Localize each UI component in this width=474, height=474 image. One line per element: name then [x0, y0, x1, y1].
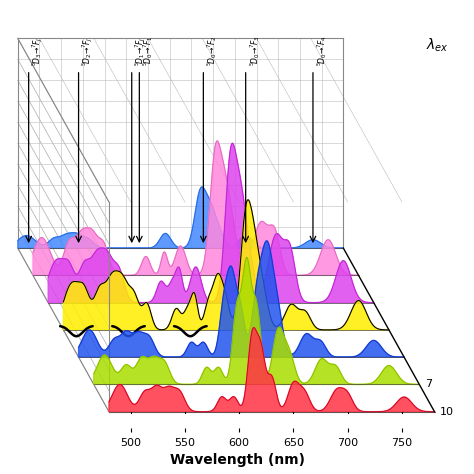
Polygon shape — [48, 143, 374, 302]
Text: $\lambda_{ex}$: $\lambda_{ex}$ — [426, 36, 449, 54]
X-axis label: Wavelength (nm): Wavelength (nm) — [170, 453, 304, 467]
Polygon shape — [33, 141, 358, 275]
Text: $^5\!D_1\!\rightarrow\!^7\!F_J$: $^5\!D_1\!\rightarrow\!^7\!F_J$ — [134, 36, 148, 66]
Text: $^5\!D_0\!\rightarrow\!^7\!F_2$: $^5\!D_0\!\rightarrow\!^7\!F_2$ — [206, 35, 219, 66]
Text: 10: 10 — [440, 407, 454, 417]
Text: $^5\!D_0\!\rightarrow\!^7\!F_4$: $^5\!D_0\!\rightarrow\!^7\!F_4$ — [315, 35, 329, 66]
Polygon shape — [94, 257, 419, 384]
Text: $^5\!D_2\!\rightarrow\!^7\!F_J$: $^5\!D_2\!\rightarrow\!^7\!F_J$ — [81, 36, 95, 66]
Polygon shape — [79, 241, 404, 357]
Polygon shape — [109, 328, 435, 412]
Polygon shape — [18, 187, 343, 248]
Polygon shape — [64, 200, 389, 330]
Text: $^5\!D_0\!\rightarrow\!^7\!F_1$: $^5\!D_0\!\rightarrow\!^7\!F_1$ — [142, 35, 155, 66]
Text: 7: 7 — [425, 379, 432, 390]
Text: $^5\!D_0\!\rightarrow\!^7\!F_3$: $^5\!D_0\!\rightarrow\!^7\!F_3$ — [248, 35, 262, 66]
Text: $^5\!D_3\!\rightarrow\!^7\!F_J$: $^5\!D_3\!\rightarrow\!^7\!F_J$ — [31, 36, 46, 66]
